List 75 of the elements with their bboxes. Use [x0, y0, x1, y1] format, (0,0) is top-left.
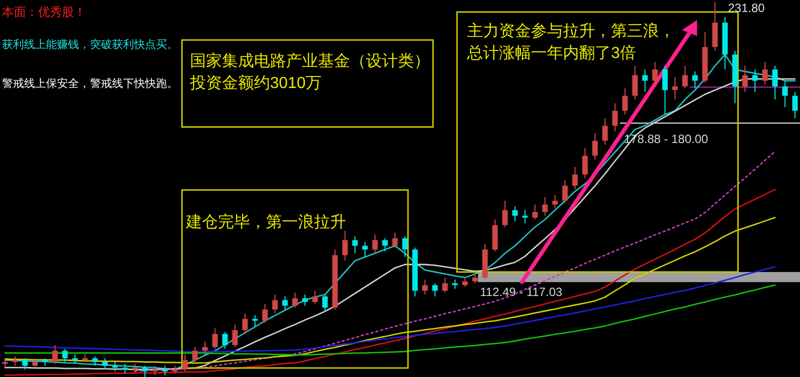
- candlestick: [592, 132, 598, 160]
- candlestick: [342, 230, 348, 262]
- candlestick: [232, 324, 238, 348]
- candlestick: [262, 303, 268, 324]
- candlestick: [252, 314, 258, 327]
- candlestick: [402, 236, 408, 258]
- candlestick: [242, 312, 248, 334]
- candlestick: [392, 232, 398, 248]
- candlestick: [372, 234, 378, 254]
- candlestick: [22, 358, 28, 370]
- candlestick: [672, 76, 678, 100]
- candlestick: [322, 294, 328, 312]
- candlestick: [572, 166, 578, 190]
- candlestick: [282, 296, 288, 310]
- candlestick: [272, 294, 278, 314]
- candlestick: [542, 196, 548, 216]
- candlestick: [462, 277, 468, 288]
- candlestick: [472, 273, 478, 284]
- candlestick: [32, 358, 38, 368]
- annotation: 国家集成电路产业基金（设计类）: [190, 52, 430, 70]
- candlestick: [362, 242, 368, 258]
- candlestick: [622, 88, 628, 115]
- annotation: 本面：优秀股！: [2, 5, 86, 19]
- candlestick: [502, 200, 508, 228]
- candlestick: [312, 290, 318, 304]
- candlestick: [682, 65, 688, 89]
- candlestick: [142, 365, 148, 377]
- candlestick: [302, 294, 308, 306]
- candlestick: [552, 194, 558, 209]
- candlestick: [162, 365, 168, 376]
- candlestick: [582, 148, 588, 179]
- candlestick: [52, 344, 58, 364]
- candlestick: [132, 363, 138, 374]
- candlestick: [12, 356, 18, 366]
- candlestick: [382, 238, 388, 252]
- candlestick: [352, 236, 358, 254]
- candlestick: [792, 92, 798, 119]
- candlestick: [562, 180, 568, 204]
- candlestick: [222, 332, 228, 350]
- candlestick: [442, 277, 448, 294]
- candlestick: [692, 70, 698, 89]
- annotation: 警戒线上保安全，警戒线下快快跑。: [2, 77, 178, 90]
- annotation: 总计涨幅一年内翻了3倍: [466, 44, 636, 62]
- candlestick: [512, 206, 518, 222]
- annotation: 231.80: [728, 1, 766, 15]
- candlestick: [612, 102, 618, 132]
- candlestick: [92, 356, 98, 366]
- band-label: 112.49 - 117.03: [480, 285, 563, 300]
- candlestick: [782, 80, 788, 108]
- annotation: 主力资金参与拉升，第三浪，: [467, 22, 675, 40]
- candlestick: [202, 340, 208, 355]
- annotation: 投资金额约3010万: [189, 74, 322, 92]
- candlestick: [652, 62, 658, 85]
- candlestick: [422, 279, 428, 295]
- candlestick: [432, 282, 438, 297]
- annotation: 建仓完毕，第一浪拉升: [185, 213, 346, 231]
- candlestick: [632, 65, 638, 100]
- candlestick: [192, 346, 198, 362]
- candlestick: [182, 354, 188, 372]
- candlestick: [62, 348, 68, 362]
- annotation: 获利线上能赚钱，突破获利快点买。: [2, 38, 178, 51]
- candlestick: [742, 65, 748, 92]
- candlestick: [212, 328, 218, 350]
- candlestick: [102, 358, 108, 370]
- candlestick: [662, 65, 668, 115]
- candlestick: [532, 204, 538, 220]
- candlestick: [772, 65, 778, 100]
- candlestick: [152, 365, 158, 376]
- candlestick: [752, 69, 758, 92]
- candlestick: [292, 292, 298, 308]
- candlestick: [642, 69, 648, 92]
- candlestick: [602, 118, 608, 145]
- candlestick: [762, 62, 768, 85]
- candlestick: [122, 363, 128, 374]
- candlestick: [2, 358, 8, 368]
